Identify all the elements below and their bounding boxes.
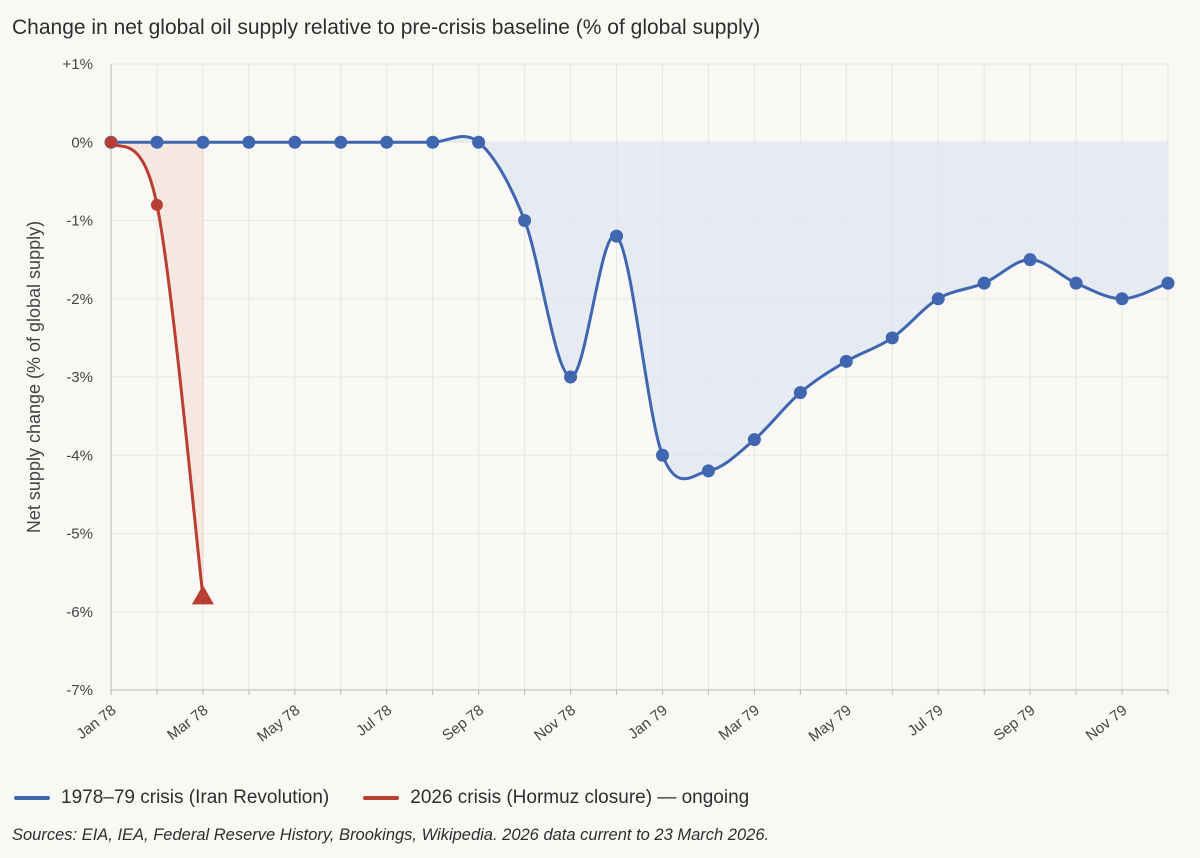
area-fill-series-2	[111, 142, 203, 597]
y-tick-label: -2%	[66, 291, 93, 308]
data-point	[150, 135, 164, 149]
data-point	[1069, 276, 1083, 290]
x-tick-label: Jan 78	[73, 702, 119, 743]
y-tick-label: -6%	[66, 604, 93, 621]
data-point	[334, 135, 348, 149]
x-tick-label: Jul 79	[905, 702, 947, 740]
data-points	[104, 135, 1175, 605]
x-tick-label: May 78	[254, 702, 303, 746]
area-fill-series-1	[111, 136, 1168, 479]
data-point	[1023, 253, 1037, 267]
line-chart: +1% 0% -1% -2% -3% -4% -5% -6% -7% Jan 78 Mar 78 Ma…	[24, 56, 1175, 746]
data-point	[1115, 292, 1129, 306]
data-point	[426, 135, 440, 149]
x-tick-label: Jan 79	[625, 702, 671, 743]
y-tick-label: -5%	[66, 526, 93, 543]
x-tick-label: Jul 78	[353, 702, 395, 740]
data-point	[977, 276, 991, 290]
data-point	[793, 386, 807, 400]
legend-swatch-2026	[363, 796, 400, 800]
data-point	[472, 135, 486, 149]
data-point	[747, 433, 761, 447]
data-point	[931, 292, 945, 306]
series-line-1	[109, 135, 1170, 481]
x-tick-label: Sep 78	[439, 702, 487, 745]
data-point	[701, 464, 715, 478]
x-tick-label: Mar 78	[164, 702, 211, 744]
y-tick-label: +1%	[63, 56, 93, 73]
data-point	[1161, 276, 1175, 290]
data-point	[242, 135, 256, 149]
y-tick-label: -1%	[66, 213, 93, 230]
y-tick-label: -4%	[66, 447, 93, 464]
sources-note: Sources: EIA, IEA, Federal Reserve Histo…	[12, 826, 770, 844]
legend-label-1978: 1978–79 crisis (Iran Revolution)	[61, 787, 330, 808]
data-point	[610, 229, 624, 243]
y-tick-label: -7%	[66, 682, 93, 699]
data-point	[105, 136, 117, 149]
data-point	[885, 331, 899, 345]
data-point	[150, 198, 163, 211]
data-point	[839, 354, 853, 368]
data-point	[518, 214, 532, 227]
series-line-2	[109, 140, 205, 598]
x-tick-label: Mar 79	[716, 702, 763, 744]
data-point	[196, 135, 210, 149]
legend-swatch-1978	[14, 796, 50, 800]
data-point-triangle	[191, 585, 214, 605]
data-point	[288, 135, 302, 149]
data-point	[564, 370, 578, 384]
y-axis-title: Net supply change (% of global supply)	[24, 221, 44, 533]
x-tick-label: May 79	[806, 702, 855, 746]
legend-item-1978[interactable]: 1978–79 crisis (Iran Revolution)	[14, 787, 329, 809]
y-tick-label: -3%	[66, 369, 93, 386]
data-point	[380, 135, 394, 149]
axes	[110, 64, 1169, 695]
legend-item-2026[interactable]: 2026 crisis (Hormuz closure) — ongoing	[363, 787, 749, 809]
data-point	[655, 448, 669, 462]
x-tick-label: Nov 79	[1083, 702, 1131, 745]
y-tick-label: 0%	[71, 134, 93, 151]
chart-title: Change in net global oil supply relative…	[12, 16, 761, 39]
x-tick-label: Sep 79	[991, 702, 1039, 745]
area-fills	[111, 136, 1168, 597]
legend-label-2026: 2026 crisis (Hormuz closure) — ongoing	[410, 787, 750, 808]
legend: 1978–79 crisis (Iran Revolution) 2026 cr…	[14, 787, 783, 809]
series-lines	[109, 135, 1170, 598]
x-tick-label: Nov 78	[531, 702, 579, 745]
